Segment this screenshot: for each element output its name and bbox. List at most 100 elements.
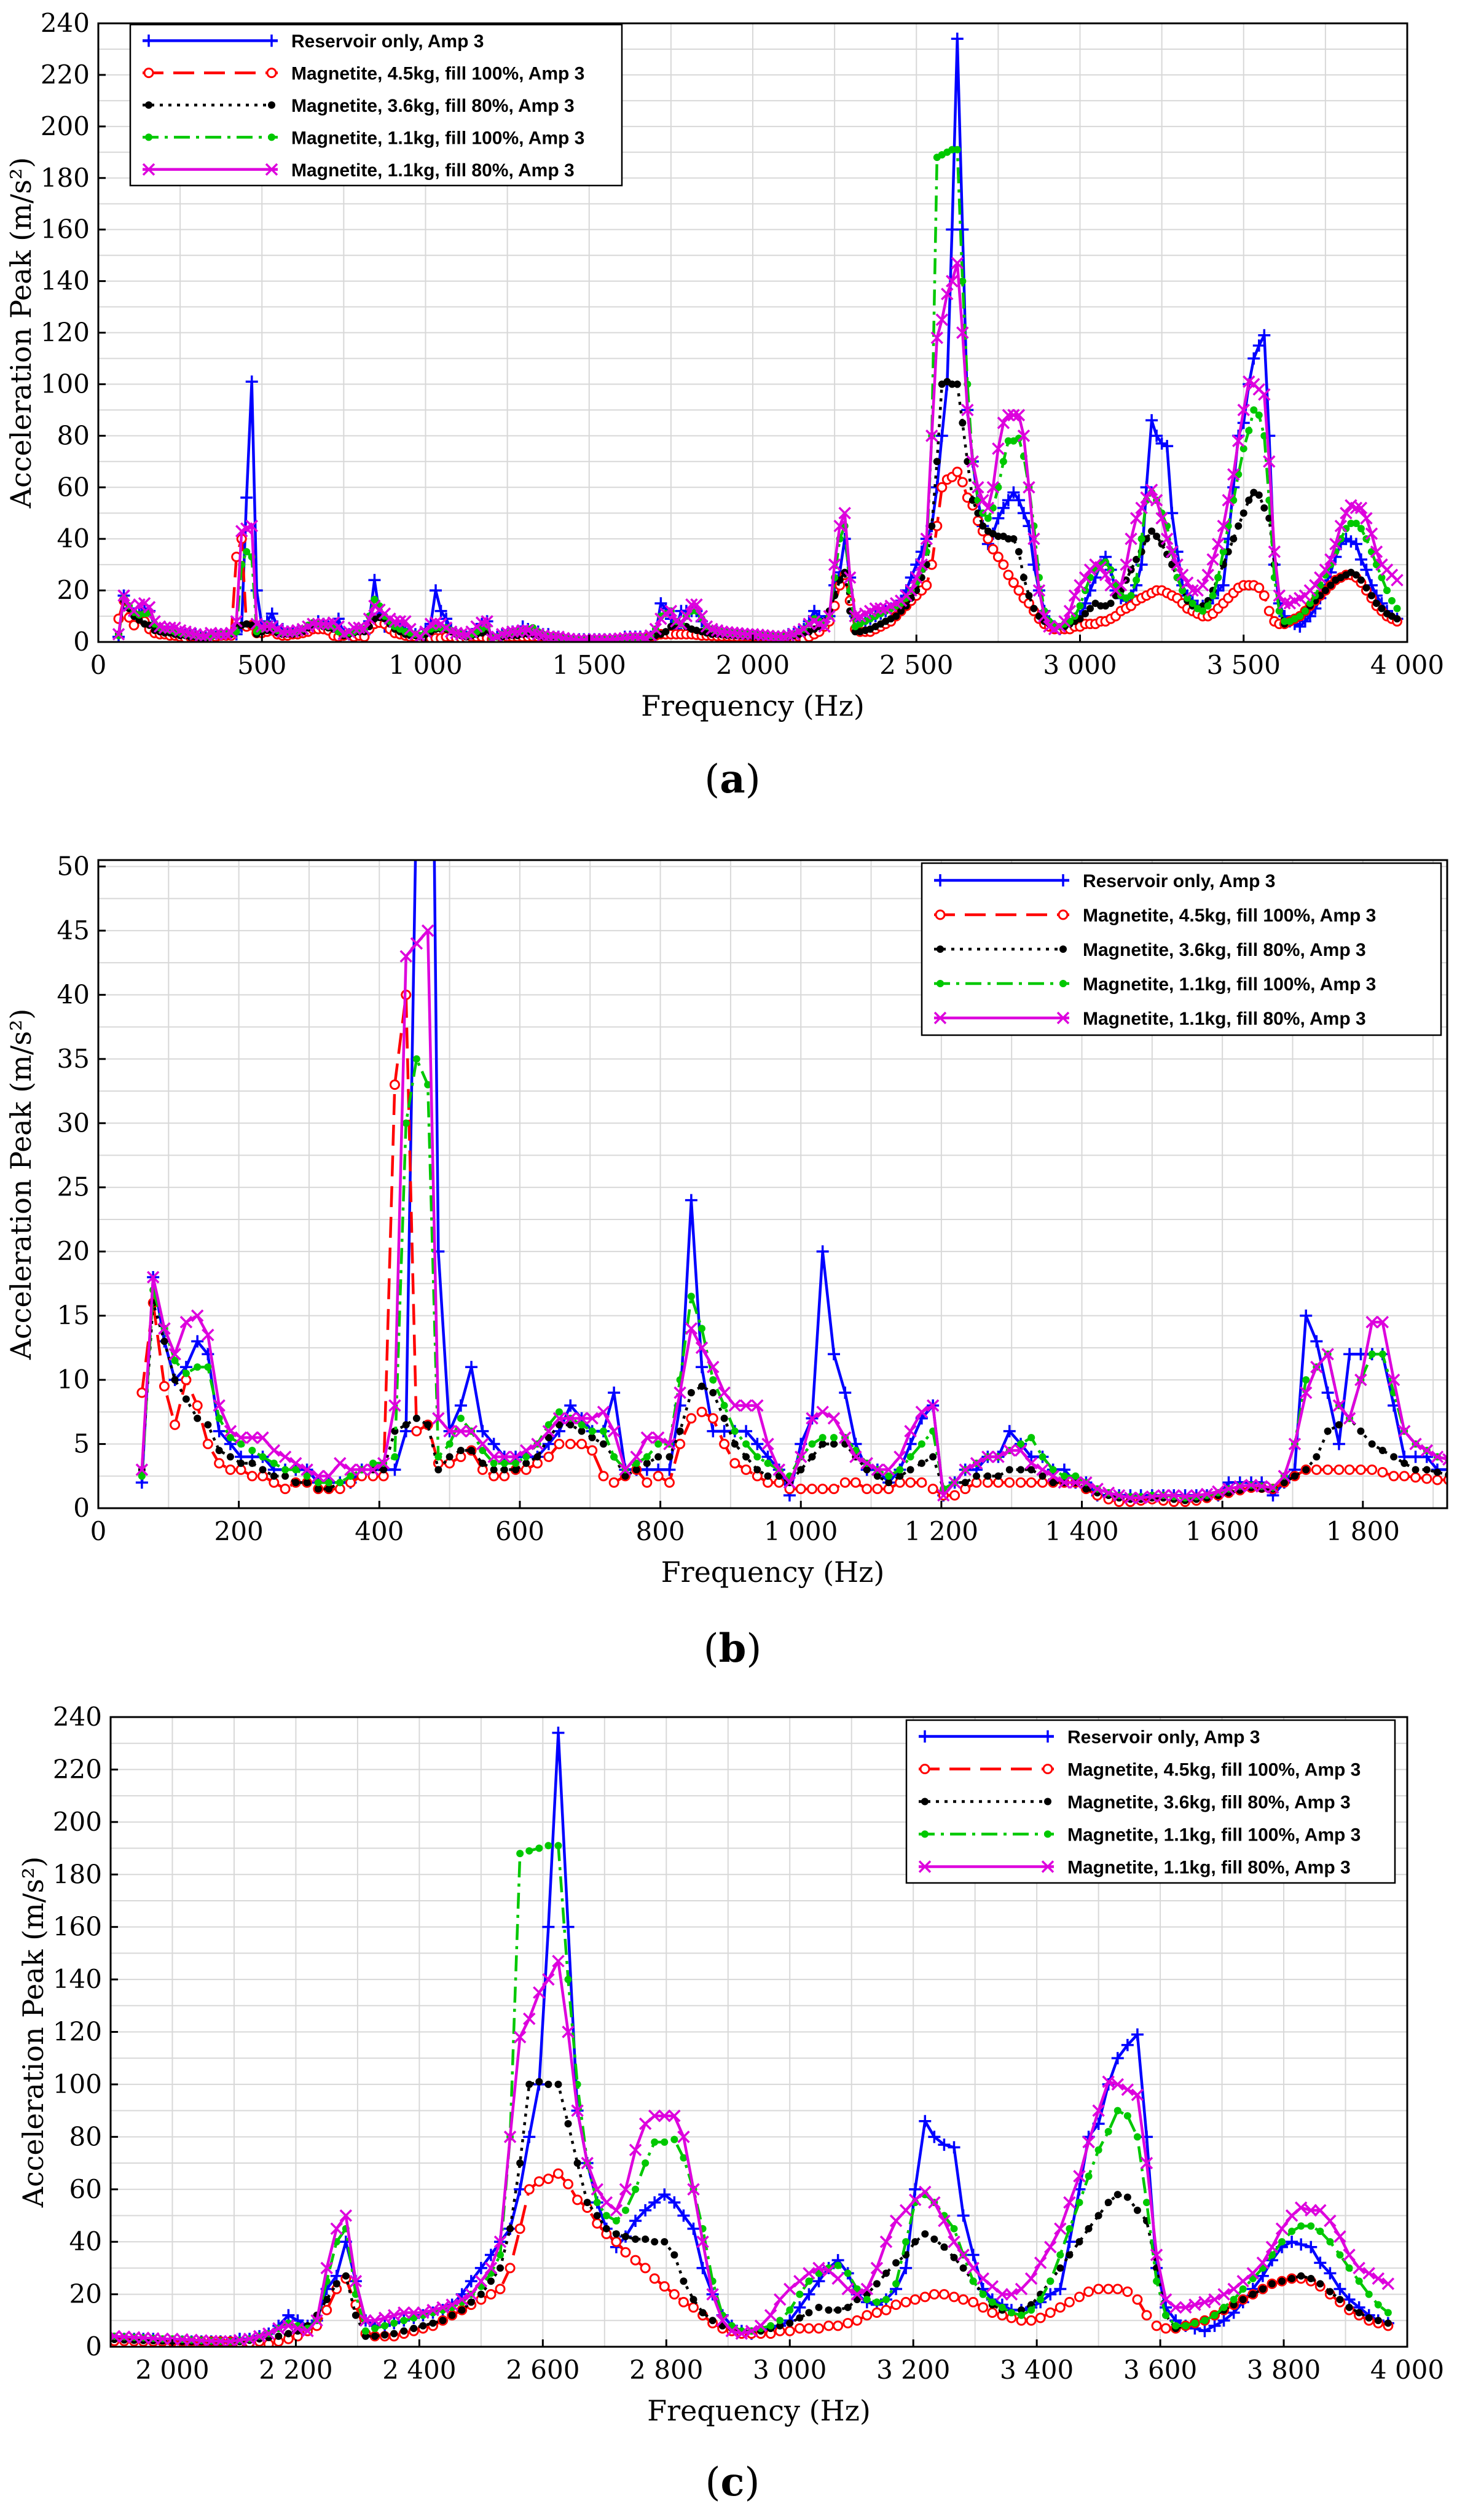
data-point-marker <box>843 571 857 584</box>
data-point-marker <box>668 2196 681 2209</box>
x-tick-label: 3 400 <box>1000 2355 1074 2385</box>
data-point-marker <box>707 1360 720 1374</box>
data-point-marker <box>1080 1476 1093 1489</box>
data-point-marker <box>1235 522 1243 530</box>
data-point-marker <box>938 2138 951 2151</box>
data-point-marker <box>871 1463 884 1476</box>
data-point-marker <box>913 587 921 595</box>
data-point-marker <box>259 1453 267 1461</box>
x-axis-label: Frequency (Hz) <box>661 1555 885 1589</box>
data-point-marker <box>248 1446 256 1454</box>
data-point-marker <box>146 1270 160 1284</box>
data-point-marker <box>979 2290 987 2298</box>
data-point-marker <box>904 1425 917 1438</box>
data-point-marker <box>487 1438 500 1450</box>
tick-labels: 0 500 1 000 1 500 2 000 2 500 3 000 3 500 4 000 0… <box>41 8 1444 680</box>
data-point-marker <box>1169 2301 1182 2314</box>
legend-label: Reservoir only, Amp 3 <box>291 31 484 52</box>
data-point-marker <box>720 1401 728 1409</box>
data-point-marker <box>393 615 407 628</box>
data-point-marker <box>839 1386 852 1399</box>
data-point-marker <box>248 1459 256 1467</box>
data-point-marker <box>1365 1315 1378 1329</box>
data-point-marker <box>1335 1421 1343 1429</box>
data-point-marker <box>479 1459 487 1467</box>
data-point-marker <box>1219 548 1227 556</box>
data-point-marker <box>1017 507 1030 520</box>
data-point-marker <box>516 1850 524 1858</box>
data-point-marker <box>1066 617 1074 625</box>
data-point-marker <box>1179 1490 1192 1503</box>
data-point-marker <box>731 1440 739 1448</box>
data-point-marker <box>796 2290 804 2298</box>
data-point-marker <box>194 1414 202 1422</box>
data-point-marker <box>156 2332 169 2346</box>
x-tick-label: 500 <box>237 650 286 680</box>
data-point-marker <box>523 2131 536 2143</box>
data-point-marker <box>1249 2290 1257 2298</box>
data-point-marker <box>535 1844 543 1852</box>
legend-entry: Magnetite, 3.6kg, fill 80%, Amp 3 <box>934 940 1366 960</box>
data-point-marker <box>967 2261 980 2275</box>
data-point-marker <box>391 1453 399 1461</box>
data-point-marker <box>964 458 972 466</box>
data-point-marker <box>621 2206 629 2214</box>
data-point-marker <box>839 1477 850 1488</box>
data-point-marker <box>402 1119 410 1127</box>
data-point-marker <box>718 1425 731 1438</box>
data-point-marker <box>666 1453 674 1461</box>
data-point-marker <box>1074 2291 1085 2303</box>
data-point-marker <box>214 1458 225 1469</box>
data-point-marker <box>597 1406 610 1418</box>
data-point-marker <box>1355 2277 1363 2285</box>
chart-panel-a: 0 500 1 000 1 500 2 000 2 500 3 000 3 500 4 000 0… <box>4 8 1444 802</box>
data-point-marker <box>1334 519 1348 533</box>
data-point-marker <box>834 2261 842 2269</box>
data-point-marker <box>1295 2238 1308 2251</box>
data-point-marker <box>1400 1459 1408 1467</box>
data-point-marker <box>588 1434 596 1442</box>
data-point-marker <box>902 2238 910 2246</box>
data-point-marker <box>312 1469 325 1483</box>
data-point-marker <box>956 326 969 339</box>
data-point-marker <box>276 625 289 638</box>
data-point-marker <box>658 2188 671 2201</box>
data-point-marker <box>927 1484 938 1495</box>
data-point-marker <box>642 2159 650 2167</box>
data-point-marker <box>412 1414 420 1422</box>
data-point-marker <box>542 1425 556 1438</box>
data-point-marker <box>509 1450 522 1463</box>
data-point-marker <box>1313 1453 1321 1461</box>
data-point-marker <box>696 1406 707 1417</box>
legend-label: Magnetite, 1.1kg, fill 80%, Amp 3 <box>1083 1009 1366 1029</box>
data-point-marker <box>698 1325 706 1332</box>
data-point-marker <box>317 617 330 630</box>
y-tick-label: 20 <box>57 1236 90 1266</box>
data-point-marker <box>794 2323 805 2334</box>
data-point-marker <box>970 1457 983 1470</box>
data-point-marker <box>1306 600 1314 608</box>
data-point-marker <box>740 1464 752 1475</box>
data-point-marker <box>1333 2283 1346 2296</box>
data-point-marker <box>1094 2146 1102 2154</box>
series-line <box>140 929 1447 1500</box>
data-point-marker <box>1383 587 1391 595</box>
data-point-marker <box>1111 2078 1125 2091</box>
data-point-marker <box>716 2314 729 2327</box>
data-point-marker <box>899 2204 913 2217</box>
y-tick-label: 220 <box>53 1754 102 1784</box>
data-point-marker <box>381 2331 389 2339</box>
data-point-marker <box>612 2230 620 2238</box>
data-point-marker <box>776 2317 784 2325</box>
data-point-marker <box>377 1457 390 1470</box>
data-point-marker <box>303 1472 311 1480</box>
data-point-marker <box>457 1446 465 1454</box>
data-point-marker <box>793 2301 806 2314</box>
data-point-marker <box>928 522 936 530</box>
data-point-marker <box>772 1463 786 1476</box>
legend-entry: Magnetite, 1.1kg, fill 80%, Amp 3 <box>933 1009 1366 1029</box>
data-point-marker <box>830 1434 838 1442</box>
legend-entry: Magnetite, 4.5kg, fill 100%, Amp 3 <box>934 906 1376 926</box>
data-point-marker <box>688 2302 699 2313</box>
data-point-marker <box>997 501 1010 514</box>
